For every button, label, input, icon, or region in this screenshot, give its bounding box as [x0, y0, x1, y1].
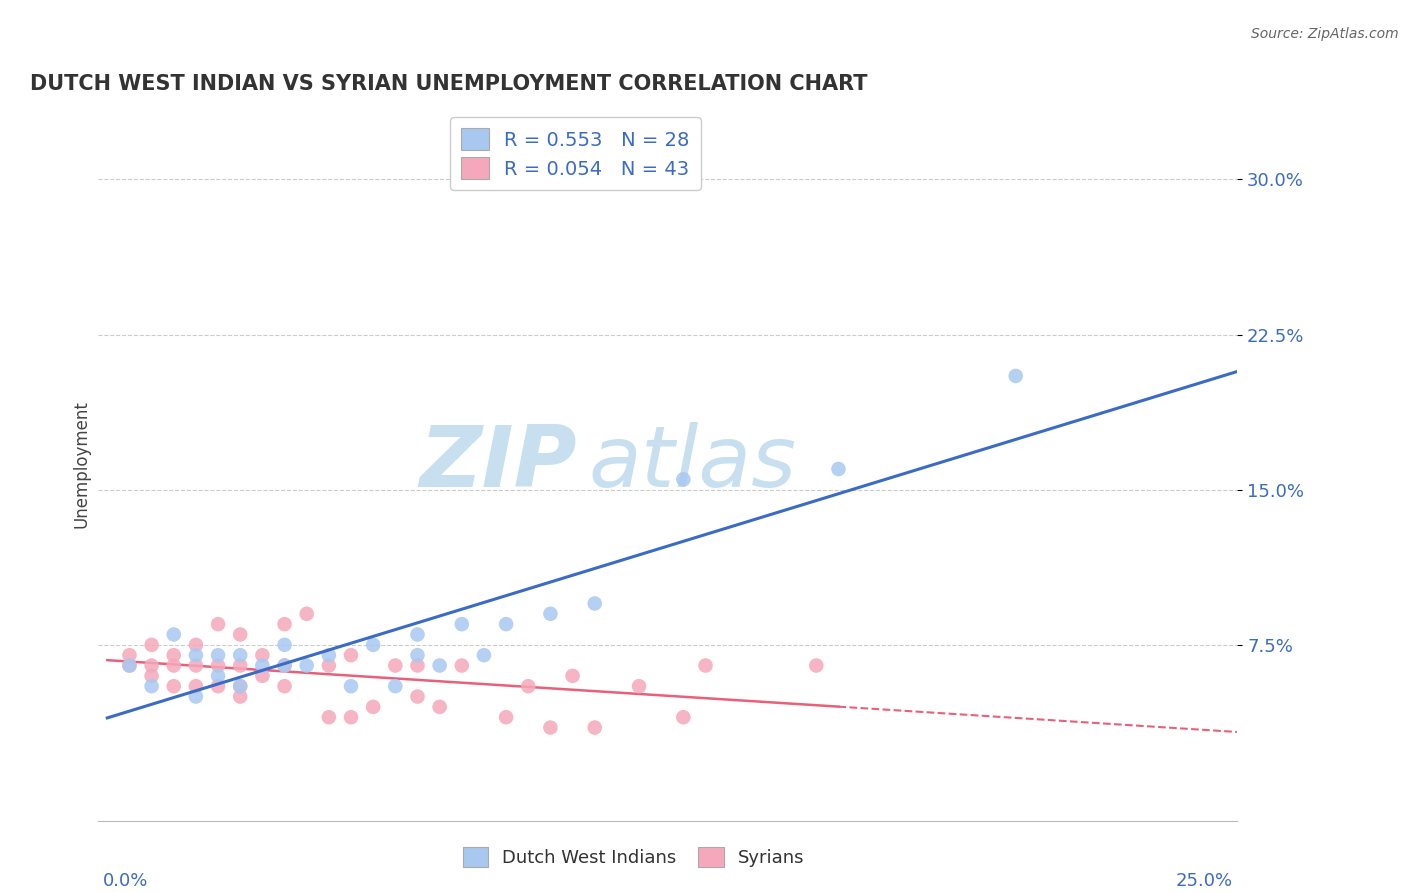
Point	[252, 658, 274, 673]
Point	[538, 607, 561, 621]
Point	[583, 721, 606, 735]
Point	[517, 679, 540, 693]
Point	[184, 679, 207, 693]
Point	[184, 690, 207, 704]
Point	[141, 658, 163, 673]
Point	[340, 648, 363, 662]
Point	[273, 617, 295, 632]
Text: ZIP: ZIP	[419, 422, 576, 506]
Point	[184, 658, 207, 673]
Point	[340, 710, 363, 724]
Legend: Dutch West Indians, Syrians: Dutch West Indians, Syrians	[454, 838, 814, 876]
Point	[806, 658, 828, 673]
Point	[163, 648, 186, 662]
Point	[406, 648, 429, 662]
Point	[295, 658, 318, 673]
Point	[207, 617, 229, 632]
Point	[538, 721, 561, 735]
Point	[384, 658, 406, 673]
Point	[273, 679, 295, 693]
Text: 0.0%: 0.0%	[103, 872, 148, 890]
Point	[184, 648, 207, 662]
Point	[472, 648, 495, 662]
Point	[384, 679, 406, 693]
Point	[163, 627, 186, 641]
Text: Source: ZipAtlas.com: Source: ZipAtlas.com	[1251, 27, 1399, 41]
Point	[672, 710, 695, 724]
Point	[827, 462, 849, 476]
Point	[495, 710, 517, 724]
Point	[318, 658, 340, 673]
Point	[141, 669, 163, 683]
Point	[184, 638, 207, 652]
Text: DUTCH WEST INDIAN VS SYRIAN UNEMPLOYMENT CORRELATION CHART: DUTCH WEST INDIAN VS SYRIAN UNEMPLOYMENT…	[30, 74, 868, 95]
Point	[406, 627, 429, 641]
Point	[583, 597, 606, 611]
Point	[141, 638, 163, 652]
Y-axis label: Unemployment: Unemployment	[72, 400, 90, 528]
Point	[163, 679, 186, 693]
Text: atlas: atlas	[588, 422, 796, 506]
Point	[672, 472, 695, 486]
Point	[361, 699, 384, 714]
Point	[406, 658, 429, 673]
Point	[207, 658, 229, 673]
Point	[229, 658, 252, 673]
Point	[252, 669, 274, 683]
Point	[295, 607, 318, 621]
Point	[695, 658, 717, 673]
Point	[229, 648, 252, 662]
Point	[406, 690, 429, 704]
Point	[163, 658, 186, 673]
Point	[318, 710, 340, 724]
Point	[118, 648, 141, 662]
Point	[340, 679, 363, 693]
Point	[429, 699, 451, 714]
Point	[450, 658, 472, 673]
Point	[252, 648, 274, 662]
Point	[273, 638, 295, 652]
Point	[1004, 368, 1026, 383]
Point	[141, 679, 163, 693]
Point	[318, 648, 340, 662]
Point	[229, 690, 252, 704]
Point	[273, 658, 295, 673]
Point	[561, 669, 583, 683]
Point	[361, 638, 384, 652]
Point	[229, 679, 252, 693]
Point	[229, 627, 252, 641]
Point	[118, 658, 141, 673]
Point	[229, 679, 252, 693]
Point	[207, 648, 229, 662]
Text: 25.0%: 25.0%	[1175, 872, 1233, 890]
Point	[450, 617, 472, 632]
Point	[207, 669, 229, 683]
Point	[118, 658, 141, 673]
Point	[273, 658, 295, 673]
Point	[207, 679, 229, 693]
Point	[628, 679, 651, 693]
Point	[495, 617, 517, 632]
Point	[429, 658, 451, 673]
